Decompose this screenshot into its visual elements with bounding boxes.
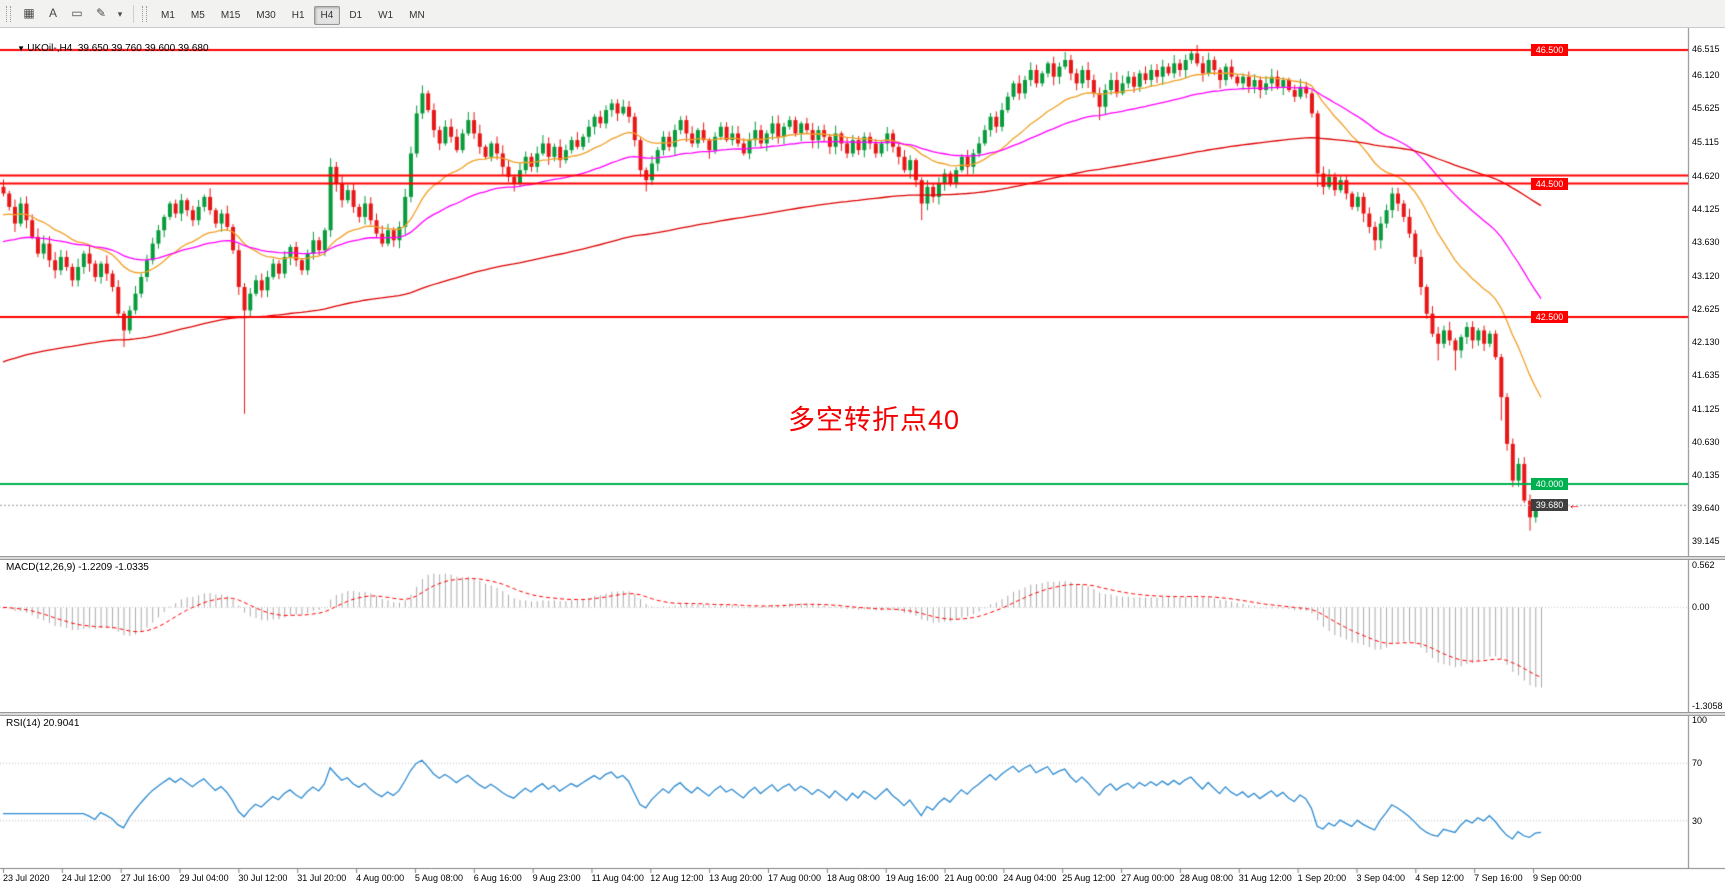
macd-axis-label: 0.00 — [1692, 602, 1710, 613]
timeframe-button-M15[interactable]: M15 — [220, 9, 241, 21]
time-axis-label: 18 Aug 08:00 — [826, 873, 880, 883]
time-axis-label: 5 Aug 08:00 — [414, 873, 463, 883]
time-axis-label: 29 Jul 04:00 — [179, 873, 229, 883]
time-axis-label: 9 Aug 23:00 — [532, 873, 581, 883]
rsi-header: RSI(14) 20.9041 — [6, 718, 80, 729]
timeframe-button-MN[interactable]: MN — [409, 9, 425, 21]
time-axis-label: 1 Sep 20:00 — [1297, 873, 1347, 883]
price-level-badge: 40.000 — [1531, 477, 1568, 490]
chart-annotation-text: 多空转折点40 — [788, 405, 961, 435]
timeframe-button-M5[interactable]: M5 — [190, 9, 205, 21]
price-axis-label: 45.115 — [1692, 137, 1719, 148]
time-axis-label: 3 Sep 04:00 — [1356, 873, 1405, 883]
macd-axis-label: -1.3058 — [1692, 701, 1723, 711]
pane-separator[interactable] — [0, 556, 1725, 560]
time-axis-label: 30 Jul 12:00 — [238, 873, 288, 883]
pane-separator[interactable] — [0, 712, 1725, 716]
time-axis-label: 25 Aug 12:00 — [1062, 873, 1116, 883]
timeframe-button-D1[interactable]: D1 — [349, 9, 363, 21]
time-axis-label: 31 Aug 12:00 — [1238, 873, 1292, 883]
toolbar-separator — [133, 4, 134, 23]
shape-tool-icon[interactable]: ▭ — [71, 5, 83, 20]
rsi-axis-label: 100 — [1692, 715, 1708, 725]
price-level-badge: 44.500 — [1531, 177, 1568, 190]
bid-price-badge: 39.680 — [1531, 499, 1568, 512]
time-axis-label: 17 Aug 00:00 — [768, 873, 822, 883]
rsi-axis-label: 70 — [1692, 758, 1703, 769]
time-axis-label: 23 Jul 2020 — [3, 873, 50, 883]
text-label-tool-icon[interactable]: A — [48, 5, 57, 20]
time-axis-label: 11 Aug 04:00 — [591, 873, 644, 883]
time-axis-label: 4 Aug 00:00 — [356, 873, 405, 883]
price-axis-label: 43.630 — [1692, 236, 1720, 247]
sell-arrow-icon: ← — [1568, 497, 1581, 513]
toolbar: ▦ A ▭ ✎ ▾ M1 M5 M15 M30 H1 H4 D1 W1 MN — [0, 0, 1725, 28]
time-axis-label: 7 Sep 16:00 — [1474, 873, 1523, 883]
timeframe-button-W1[interactable]: W1 — [378, 9, 394, 21]
timeframe-button-M1[interactable]: M1 — [161, 9, 175, 21]
price-axis-label: 44.620 — [1692, 170, 1720, 181]
timeframe-button-M30[interactable]: M30 — [256, 9, 276, 21]
macd-header: MACD(12,26,9) -1.2209 -1.0335 — [6, 562, 149, 573]
chart-ohlc-header: ▼ UKOil-,H4 39.650 39.760 39.600 39.680 — [6, 32, 209, 65]
toolbar-grip-handle[interactable] — [6, 5, 11, 22]
price-axis-label: 43.120 — [1692, 270, 1720, 281]
draw-tool-icon[interactable]: ✎ — [95, 5, 107, 20]
ohlc-values: 39.650 39.760 39.600 39.680 — [77, 43, 209, 54]
timeframe-toolbar: M1 M5 M15 M30 H1 H4 D1 W1 MN — [153, 5, 433, 25]
price-axis-label: 41.635 — [1692, 369, 1720, 380]
time-axis-label: 27 Jul 16:00 — [120, 873, 170, 883]
timeframe-button-H1[interactable]: H1 — [291, 9, 305, 21]
time-axis-label: 28 Aug 08:00 — [1179, 873, 1233, 883]
time-axis-label: 31 Jul 20:00 — [297, 873, 347, 883]
price-axis-label: 41.125 — [1692, 403, 1720, 414]
price-axis-label: 46.120 — [1692, 70, 1720, 81]
price-axis-label: 46.515 — [1692, 44, 1720, 54]
time-axis-label: 19 Aug 16:00 — [885, 873, 939, 883]
timeframe-button-H4[interactable]: H4 — [313, 5, 341, 25]
time-axis-label: 12 Aug 12:00 — [650, 873, 704, 883]
time-axis-label: 9 Sep 00:00 — [1533, 873, 1582, 883]
charts-grid-icon[interactable]: ▦ — [23, 5, 35, 20]
time-axis-label: 6 Aug 16:00 — [473, 873, 522, 883]
price-axis-label: 44.125 — [1692, 203, 1720, 214]
price-axis-label: 42.625 — [1692, 303, 1720, 314]
collapse-arrow-icon[interactable]: ▼ — [17, 44, 28, 53]
time-axis-label: 24 Aug 04:00 — [1003, 873, 1057, 883]
rsi-axis-label: 30 — [1692, 815, 1703, 826]
time-axis-label: 27 Aug 00:00 — [1121, 873, 1175, 883]
dropdown-caret-icon[interactable]: ▾ — [117, 8, 123, 19]
timeframe-grip-handle[interactable] — [142, 5, 147, 22]
price-axis-label: 39.145 — [1692, 536, 1720, 546]
toolbar-icon-group: ▦ A ▭ ✎ ▾ — [17, 2, 127, 26]
time-axis-label: 4 Sep 12:00 — [1415, 873, 1464, 883]
symbol-period-label: UKOil-,H4 — [27, 43, 73, 54]
time-axis-label: 21 Aug 00:00 — [944, 873, 998, 883]
price-level-badge: 42.500 — [1531, 311, 1568, 324]
time-axis-label: 24 Jul 12:00 — [61, 873, 111, 883]
time-axis-label: 13 Aug 20:00 — [709, 873, 763, 883]
price-axis-label: 42.130 — [1692, 336, 1720, 347]
price-axis-label: 40.135 — [1692, 469, 1720, 480]
macd-axis-label: 0.562 — [1692, 560, 1715, 570]
price-axis-label: 39.640 — [1692, 502, 1720, 513]
price-level-badge: 46.500 — [1531, 44, 1568, 56]
price-axis-label: 45.625 — [1692, 103, 1720, 114]
price-axis-label: 40.630 — [1692, 436, 1720, 447]
